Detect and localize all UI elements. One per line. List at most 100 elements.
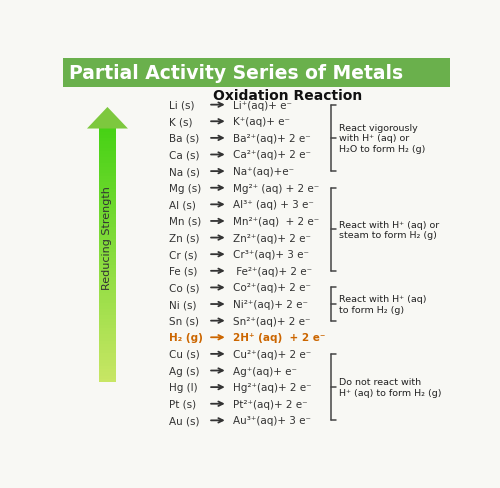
Text: Au³⁺(aq)+ 3 e⁻: Au³⁺(aq)+ 3 e⁻ [233, 415, 311, 426]
Bar [99, 274, 116, 278]
Bar [99, 255, 116, 259]
Text: Ni (s): Ni (s) [170, 300, 197, 309]
Bar [99, 217, 116, 221]
Bar [99, 192, 116, 196]
Text: Mn²⁺(aq)  + 2 e⁻: Mn²⁺(aq) + 2 e⁻ [233, 217, 320, 226]
Bar [99, 366, 116, 369]
Bar [99, 221, 116, 224]
Bar [99, 271, 116, 275]
Bar [99, 157, 116, 161]
Text: Zn²⁺(aq)+ 2 e⁻: Zn²⁺(aq)+ 2 e⁻ [233, 233, 311, 243]
Bar [99, 173, 116, 177]
Bar [99, 195, 116, 199]
Bar [99, 151, 116, 155]
Bar [99, 142, 116, 145]
Bar [99, 144, 116, 148]
Bar [99, 337, 116, 341]
Bar [99, 372, 116, 376]
Bar [99, 163, 116, 167]
Bar [99, 224, 116, 227]
Bar [99, 309, 116, 312]
Text: Fe (s): Fe (s) [170, 266, 198, 276]
Text: Na⁺(aq)+e⁻: Na⁺(aq)+e⁻ [233, 167, 294, 177]
Bar [99, 186, 116, 189]
Bar [99, 293, 116, 297]
Text: Na (s): Na (s) [170, 167, 200, 177]
Text: Cu²⁺(aq)+ 2 e⁻: Cu²⁺(aq)+ 2 e⁻ [233, 349, 311, 359]
Bar [99, 227, 116, 230]
Text: Zn (s): Zn (s) [170, 233, 200, 243]
Bar [99, 356, 116, 360]
Bar [99, 325, 116, 328]
Bar [99, 322, 116, 325]
Bar [99, 360, 116, 363]
Bar [99, 306, 116, 309]
Bar [99, 180, 116, 183]
Text: Pt²⁺(aq)+ 2 e⁻: Pt²⁺(aq)+ 2 e⁻ [233, 399, 308, 409]
Bar [99, 249, 116, 252]
Text: Fe²⁺(aq)+ 2 e⁻: Fe²⁺(aq)+ 2 e⁻ [233, 266, 312, 276]
Bar [99, 211, 116, 215]
Bar [99, 287, 116, 290]
Bar [99, 236, 116, 240]
Bar [99, 281, 116, 284]
Text: Ba²⁺(aq)+ 2 e⁻: Ba²⁺(aq)+ 2 e⁻ [233, 134, 311, 143]
Bar [99, 230, 116, 234]
Text: Reducing Strength: Reducing Strength [102, 185, 113, 289]
Bar [99, 353, 116, 357]
Text: Al (s): Al (s) [170, 200, 196, 210]
Bar [99, 300, 116, 303]
Text: Cr (s): Cr (s) [170, 250, 198, 260]
Bar [99, 363, 116, 366]
Text: Mg (s): Mg (s) [170, 183, 202, 193]
Bar [99, 303, 116, 306]
Bar [99, 129, 116, 132]
Bar [99, 246, 116, 249]
Bar [99, 252, 116, 256]
Bar [99, 379, 116, 382]
Text: Cu (s): Cu (s) [170, 349, 200, 359]
Text: Sn²⁺(aq)+ 2 e⁻: Sn²⁺(aq)+ 2 e⁻ [233, 316, 310, 326]
Text: Li⁺(aq)+ e⁻: Li⁺(aq)+ e⁻ [233, 101, 292, 110]
Text: H₂ (g): H₂ (g) [170, 333, 203, 343]
Text: K (s): K (s) [170, 117, 193, 127]
Text: Mg²⁺ (aq) + 2 e⁻: Mg²⁺ (aq) + 2 e⁻ [233, 183, 320, 193]
Text: Ag⁺(aq)+ e⁻: Ag⁺(aq)+ e⁻ [233, 366, 297, 376]
Text: Sn (s): Sn (s) [170, 316, 200, 326]
Bar [99, 347, 116, 350]
Bar [99, 296, 116, 300]
Bar [99, 199, 116, 202]
Text: Ca (s): Ca (s) [170, 150, 200, 160]
Bar [99, 148, 116, 151]
Bar [99, 183, 116, 186]
Bar [99, 331, 116, 335]
Text: Al³⁺ (aq) + 3 e⁻: Al³⁺ (aq) + 3 e⁻ [233, 200, 314, 210]
Text: Cr³⁺(aq)+ 3 e⁻: Cr³⁺(aq)+ 3 e⁻ [233, 250, 309, 260]
Bar [99, 202, 116, 205]
Bar [99, 277, 116, 281]
Bar [99, 328, 116, 331]
Text: Mn (s): Mn (s) [170, 217, 202, 226]
Bar [99, 315, 116, 319]
Bar [99, 204, 116, 208]
Text: Pt (s): Pt (s) [170, 399, 196, 409]
Bar [99, 375, 116, 379]
Text: Co²⁺(aq)+ 2 e⁻: Co²⁺(aq)+ 2 e⁻ [233, 283, 311, 293]
Bar [99, 170, 116, 174]
Text: K⁺(aq)+ e⁻: K⁺(aq)+ e⁻ [233, 117, 290, 127]
Bar [99, 135, 116, 139]
Bar [99, 265, 116, 268]
Bar [99, 167, 116, 170]
Text: React with H⁺ (aq) or
steam to form H₂ (g): React with H⁺ (aq) or steam to form H₂ (… [339, 220, 440, 240]
Bar [99, 334, 116, 338]
Polygon shape [87, 108, 128, 129]
Bar [99, 161, 116, 164]
Bar [99, 132, 116, 136]
Text: Co (s): Co (s) [170, 283, 200, 293]
Text: Do not react with
H⁺ (aq) to form H₂ (g): Do not react with H⁺ (aq) to form H₂ (g) [339, 378, 442, 397]
Text: 2H⁺ (aq)  + 2 e⁻: 2H⁺ (aq) + 2 e⁻ [233, 333, 326, 343]
Bar [99, 139, 116, 142]
Bar [99, 154, 116, 158]
Bar [99, 369, 116, 372]
Text: Ag (s): Ag (s) [170, 366, 200, 376]
